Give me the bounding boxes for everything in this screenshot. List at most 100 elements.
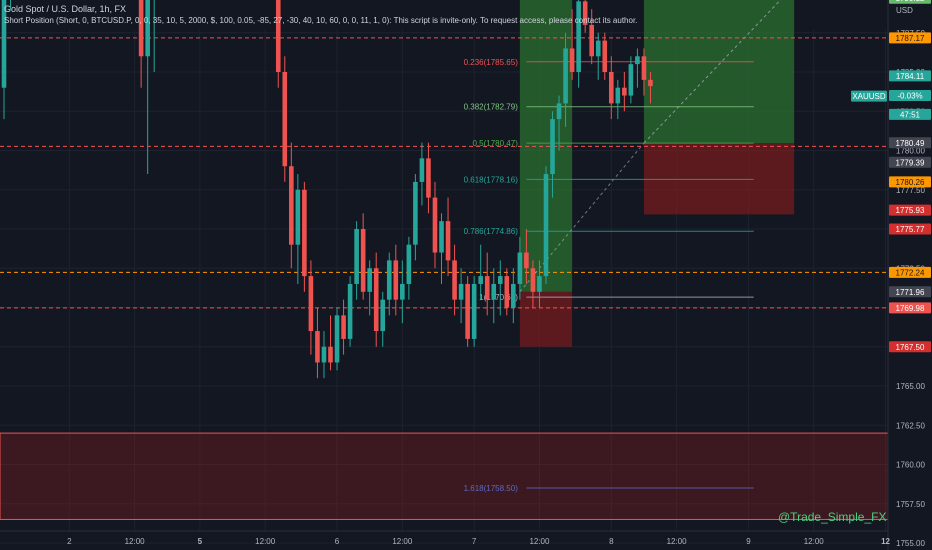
chart-title: Gold Spot / U.S. Dollar, 1h, FX (4, 4, 127, 14)
candle-body (426, 158, 431, 198)
price-label: 1771.96 (896, 288, 925, 297)
candle-body (550, 119, 555, 175)
time-tick-label: 12:00 (804, 537, 825, 546)
candle-body (622, 87, 627, 96)
candle-body (145, 0, 150, 57)
time-tick-label: 6 (335, 537, 340, 546)
symbol-tag: XAUUSD (852, 92, 886, 101)
price-label: 1787.17 (896, 34, 925, 43)
fib-level-label: 0.786(1774.86) (464, 227, 519, 236)
price-label-bg (889, 32, 931, 44)
candle-body (648, 79, 653, 87)
candle-body (530, 268, 536, 292)
candle-body (138, 0, 144, 57)
projection-line-start (519, 142, 645, 293)
time-tick-label: 8 (609, 537, 614, 546)
price-label: 1775.93 (896, 206, 925, 215)
candle-body (484, 276, 490, 300)
price-label-bg (889, 0, 931, 4)
candle-body (511, 283, 516, 308)
candle-body (517, 252, 523, 284)
price-tick-label: 1780.00 (896, 147, 925, 156)
candle-body (635, 56, 640, 65)
candle-body (615, 87, 621, 104)
price-tick-label: 1777.50 (896, 186, 925, 195)
price-label: 47:51 (900, 110, 921, 119)
price-label: 1780.49 (896, 139, 925, 148)
price-label-bg (889, 302, 931, 314)
candle-body (308, 276, 314, 332)
time-tick-label: 5 (198, 537, 203, 546)
candle-body (347, 283, 353, 339)
fib-level-label: 0.618(1778.16) (464, 175, 519, 184)
price-tick-label: 1760.00 (896, 461, 925, 470)
candle-body (582, 1, 588, 25)
candle-body (328, 346, 333, 363)
position-stop-zone (519, 291, 573, 347)
candle-body (471, 283, 477, 339)
candle-body (413, 181, 418, 245)
candle-body (497, 276, 503, 284)
price-label: 1784.11 (896, 72, 925, 81)
position-target-zone (643, 0, 795, 144)
candles (1, 0, 653, 379)
time-axis[interactable]: 2 12:00 5 12:00 6 12:00 7 12:00 8 12:00 9 12:00 12 (0, 530, 891, 546)
candle-body (354, 229, 359, 284)
time-tick-label: 12 (881, 537, 890, 546)
candle-body (576, 1, 581, 73)
price-label: 1772.24 (896, 268, 925, 277)
price-axis-unit: USD (896, 6, 913, 15)
projection-line (643, 0, 782, 144)
price-label: 1780.26 (896, 178, 925, 187)
candle-body (445, 221, 451, 261)
candle-body (400, 283, 405, 300)
indicator-description: Short Position (Short, 0, BTCUSD.P, 0, 0… (4, 16, 638, 25)
candle-body (282, 72, 288, 167)
candle-body (360, 229, 366, 292)
candle-body (641, 56, 647, 80)
zones (0, 432, 889, 520)
price-label-bg (889, 223, 931, 235)
fib-level-label: 0.236(1785.65) (464, 58, 519, 67)
candle-body (458, 283, 464, 300)
candle-body (504, 276, 510, 308)
candle-body (302, 189, 307, 277)
price-label-bg (889, 266, 931, 278)
candle-body (465, 283, 470, 339)
candle-body (491, 283, 497, 300)
position-stop-zone (643, 143, 795, 215)
candle-body (608, 72, 614, 104)
time-tick-label: 7 (472, 537, 477, 546)
time-tick-label: 12:00 (255, 537, 276, 546)
fib-level-label: 1.618(1758.50) (464, 484, 519, 493)
price-tick-label: 1757.50 (896, 500, 925, 509)
price-label: 1775.77 (896, 225, 925, 234)
candle-body (432, 197, 438, 253)
candle-body (589, 24, 594, 57)
candle-body (478, 276, 483, 284)
price-label-bg (889, 286, 931, 298)
time-tick-label: 12:00 (392, 537, 413, 546)
time-tick-label: 12:00 (529, 537, 550, 546)
price-tick-label: 1755.00 (896, 539, 925, 548)
candle-body (419, 158, 425, 182)
price-tick-label: 1765.00 (896, 382, 925, 391)
candle-body (543, 174, 549, 277)
candle-body (1, 0, 7, 88)
candle-body (334, 315, 340, 363)
support-zone (0, 432, 889, 520)
price-label-bg (889, 90, 931, 102)
candle-body (289, 166, 294, 245)
time-tick-label: 2 (67, 537, 72, 546)
fib-level-label: 0.382(1782.79) (464, 103, 519, 112)
fib-level-label: 0.5(1780.47) (472, 139, 518, 148)
symbol-tag-bg (851, 90, 887, 102)
candle-body (537, 276, 542, 292)
candle-body (569, 48, 575, 72)
time-tick-label: 9 (746, 537, 751, 546)
candle-body (628, 64, 634, 96)
position-tools[interactable] (519, 0, 795, 347)
price-label-bg (889, 341, 931, 353)
candle-body (393, 260, 399, 300)
